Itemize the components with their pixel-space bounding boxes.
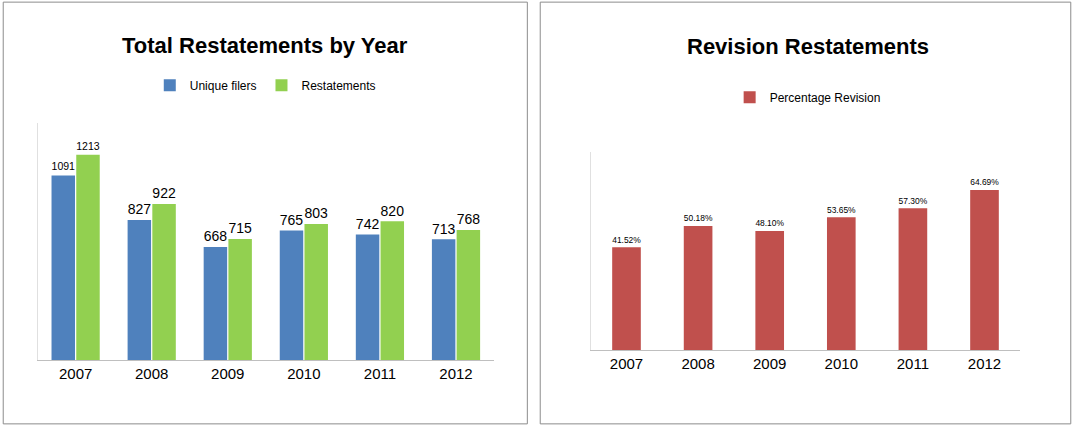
- svg-text:713: 713: [432, 221, 456, 237]
- svg-text:2008: 2008: [681, 355, 714, 372]
- svg-text:Restatements: Restatements: [301, 79, 375, 93]
- svg-text:Total Restatements by Year: Total Restatements by Year: [122, 33, 408, 58]
- svg-text:Percentage Revision: Percentage Revision: [770, 91, 881, 105]
- svg-text:765: 765: [280, 212, 304, 228]
- svg-text:2007: 2007: [610, 355, 643, 372]
- svg-text:827: 827: [128, 201, 152, 217]
- svg-text:64.69%: 64.69%: [970, 177, 999, 187]
- svg-text:1091: 1091: [52, 160, 76, 172]
- svg-text:53.65%: 53.65%: [827, 205, 856, 215]
- svg-text:2008: 2008: [135, 365, 168, 382]
- svg-text:Revision Restatements: Revision Restatements: [687, 34, 929, 59]
- svg-text:768: 768: [457, 211, 481, 227]
- svg-text:922: 922: [152, 185, 176, 201]
- svg-text:2011: 2011: [364, 365, 396, 382]
- svg-text:50.18%: 50.18%: [684, 213, 713, 223]
- svg-text:803: 803: [304, 205, 328, 221]
- svg-text:742: 742: [356, 216, 380, 232]
- svg-text:2010: 2010: [287, 365, 320, 382]
- svg-text:48.10%: 48.10%: [755, 218, 784, 228]
- svg-text:2012: 2012: [439, 365, 472, 382]
- svg-text:2009: 2009: [211, 365, 244, 382]
- svg-text:2012: 2012: [968, 355, 1001, 372]
- svg-text:41.52%: 41.52%: [612, 235, 641, 245]
- svg-text:2011: 2011: [897, 355, 929, 372]
- svg-text:2007: 2007: [59, 365, 92, 382]
- svg-text:820: 820: [381, 203, 405, 219]
- svg-text:1213: 1213: [76, 140, 100, 152]
- svg-text:2009: 2009: [753, 355, 786, 372]
- svg-text:Unique filers: Unique filers: [190, 79, 257, 93]
- svg-text:57.30%: 57.30%: [899, 196, 928, 206]
- svg-text:2010: 2010: [825, 355, 858, 372]
- svg-text:668: 668: [204, 228, 228, 244]
- svg-text:715: 715: [228, 220, 252, 236]
